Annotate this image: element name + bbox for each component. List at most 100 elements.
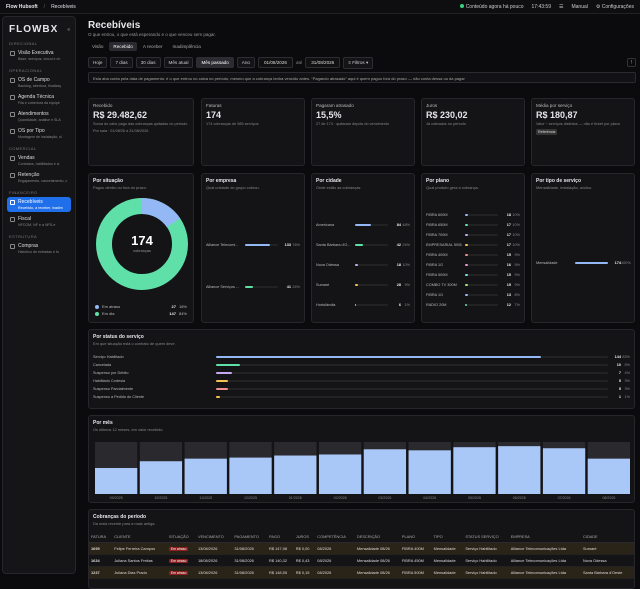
cell-text: 13/08/2026 (197, 546, 218, 551)
sidebar-item[interactable]: Compras Histórico de entradas e fo (7, 241, 71, 256)
collapse-sidebar-button[interactable]: « (67, 26, 71, 33)
month-bar[interactable] (408, 450, 451, 494)
month-bar[interactable] (184, 458, 227, 494)
table-cell: Em atraso (166, 542, 196, 555)
nav-icon (10, 156, 15, 161)
column-header[interactable]: CIDADE (580, 531, 634, 543)
period-button[interactable]: 7 dias (110, 57, 133, 68)
month-bar[interactable] (542, 448, 586, 494)
column-header[interactable]: PAGAMENTO (232, 531, 268, 543)
sidebar-item[interactable]: OS por Tipo Montagem de instalação, sl (7, 126, 71, 141)
table-row[interactable]: 1695 Felipe Ferreira Campos Em atraso 13/08… (89, 542, 634, 555)
table-cell: Em atraso (166, 566, 196, 579)
table-row[interactable]: 1237 Juliana Dias Prado Em atraso 13/08/202… (89, 566, 634, 579)
manual-button[interactable]: Manual (571, 3, 588, 10)
column-header[interactable]: EMPRESA (508, 531, 581, 543)
table-row[interactable]: 1634 Juliana Santos Freitas Em atraso 18/08… (89, 554, 634, 567)
column-header[interactable]: FATURA (89, 531, 113, 543)
bar-value: 28 (396, 283, 401, 287)
bar-percent: 10% (512, 213, 520, 217)
table-cell: Mensalidade (431, 566, 464, 579)
cell-text: R$ 0,43 (295, 558, 310, 563)
table-cell: Felipe Ferreira Campos (112, 542, 167, 555)
column-header[interactable]: PAGO (267, 531, 294, 543)
month-bar[interactable] (498, 446, 541, 494)
cell-text: Alliance Telecomunicações Ltda (510, 558, 567, 563)
bar-percent: 9% (404, 283, 411, 287)
sidebar-item[interactable]: Vendas Contratos, habilitados e ci (7, 153, 71, 168)
cell-text: Felipe Ferreira Campos (114, 546, 156, 551)
sidebar-item-sub: Montagem de instalação, sl (18, 135, 62, 139)
alert-icon[interactable]: ! (627, 58, 636, 67)
bar-fill (465, 304, 468, 306)
column-header[interactable]: PLANO (399, 531, 432, 543)
date-to-input[interactable]: 31/08/2026 (305, 57, 341, 68)
period-button[interactable]: Mês passado (196, 57, 234, 68)
bar-row: RÁDIO 20M 12 7% (426, 302, 520, 308)
sidebar-item[interactable]: Visão Executiva Base, serviços, vincul e … (7, 48, 71, 63)
date-from-input[interactable]: 01/08/2026 (257, 57, 293, 68)
sidebar-item[interactable]: Fiscal NFCOM, NF e a NFS-e (7, 214, 71, 229)
period-button[interactable]: Mês atual (163, 57, 194, 68)
bar-fill (245, 286, 253, 288)
month-bar[interactable] (229, 457, 272, 494)
table-cell: Alliance Telecomunicações Ltda (508, 566, 581, 579)
donut-total-label: cobranças (133, 249, 151, 253)
sidebar-item[interactable]: Atendimentos Quantidade, análise e SLA (7, 109, 71, 124)
tab[interactable]: Recebido (109, 42, 137, 51)
breadcrumb-current[interactable]: Recebíveis (51, 3, 76, 10)
bar-value: 15 (506, 283, 511, 287)
month-bar[interactable] (587, 458, 630, 494)
kpi-note: 174 cobranças de 985 serviços (206, 122, 259, 126)
bar-label: Nova Odessa (316, 263, 340, 267)
month-bar[interactable] (95, 468, 138, 494)
bar-value: 10 (616, 363, 621, 367)
month-bar[interactable] (318, 454, 362, 494)
bar-row: FIBRA 1G 13 8% (426, 292, 520, 298)
bar-percent: 10% (512, 233, 520, 237)
column-header[interactable]: TIPO (431, 531, 464, 543)
empresa-card: Por empresa Qual unidade do grupo cobrou… (201, 173, 305, 323)
table-cell: Serviço Habilitado (463, 566, 509, 579)
sidebar-item-sub: Backlog, abertura, finalizaç (18, 84, 62, 88)
settings-button[interactable]: ⚙ Configurações (595, 3, 634, 10)
month-bar[interactable] (274, 455, 317, 494)
column-header[interactable]: STATUS SERVIÇO (463, 531, 509, 543)
column-header[interactable]: CLIENTE (112, 531, 167, 543)
column-header[interactable]: DESCRIÇÃO (354, 531, 400, 543)
table-cell: Alliance Telecomunicações Ltda (508, 554, 581, 567)
sidebar-item[interactable]: OS de Campo Backlog, abertura, finalizaç (7, 75, 71, 90)
bar-percent: 8% (514, 293, 521, 297)
bar-value: 1 (618, 395, 621, 399)
tab[interactable]: Visão (92, 44, 104, 49)
bar-fill (355, 304, 356, 306)
column-header[interactable]: SITUAÇÃO (166, 531, 196, 543)
kpi-tag: Referência (536, 128, 558, 135)
bar-track (465, 284, 498, 286)
period-button[interactable]: Hoje (88, 57, 108, 68)
sidebar-item[interactable]: Recebíveis Recebido, a receber, inadim (7, 197, 71, 212)
column-header[interactable]: VENCIMENTO (195, 531, 233, 543)
list-icon[interactable]: ☰ (558, 3, 564, 10)
tab[interactable]: Inadimplência (172, 44, 201, 49)
tab[interactable]: A receber (142, 44, 163, 49)
column-header[interactable]: JUROS (293, 531, 316, 543)
month-label: 05/2026 (468, 496, 481, 500)
bar-label: Suspenso Parcialmente (93, 387, 134, 391)
period-button[interactable]: Ano (236, 57, 255, 68)
bar-percent: 9% (514, 283, 521, 287)
bar-row: FIBRA 500M 15 9% (426, 272, 520, 278)
bar-row: Habilitado Cortesia 5 3% (93, 378, 630, 384)
sidebar-item[interactable]: Retenção Engajamento, cancelamento, c (7, 170, 71, 185)
table-cell: Sumaré (580, 542, 634, 555)
month-bar[interactable] (453, 447, 496, 494)
period-button[interactable]: 30 dias (135, 57, 161, 68)
month-bar[interactable] (363, 449, 407, 494)
column-header[interactable]: COMPETÊNCIA (315, 531, 355, 543)
sidebar-item[interactable]: Agenda Técnica Fila e cobertura da equipe (7, 92, 71, 107)
sync-status: Conteúdo agora há pouco (459, 3, 524, 10)
month-bar[interactable] (139, 461, 183, 494)
filters-button[interactable]: ≡ Filtros ▾ (343, 56, 374, 69)
bar-value: 17 (506, 223, 511, 227)
cell-text: R$ 147,98 (269, 546, 288, 551)
